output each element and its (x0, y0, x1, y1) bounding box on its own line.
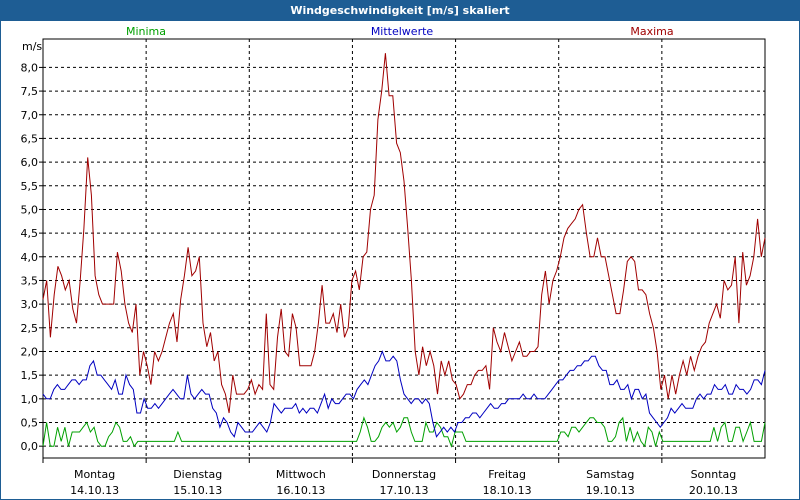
x-tick-weekday: Samstag (586, 468, 634, 481)
x-tick-date: 18.10.13 (483, 484, 532, 497)
y-tick-label: 5,0 (21, 203, 39, 216)
y-tick-label: 8,0 (21, 61, 39, 74)
y-tick-label: 1,0 (21, 393, 39, 406)
y-tick-label: 4,0 (21, 251, 39, 264)
plot-area-border (42, 38, 766, 459)
x-tick-weekday: Montag (74, 468, 115, 481)
y-tick-label: 4,5 (21, 227, 39, 240)
x-tick-weekday: Freitag (488, 468, 526, 481)
x-axis: Montag 14.10.13 Dienstag 15.10.13 Mittwoch 16… (42, 458, 738, 497)
x-tick-weekday: Donnerstag (372, 468, 436, 481)
y-tick-label: 6,0 (21, 156, 39, 169)
legend-entry: Maxima (630, 25, 673, 38)
y-tick-label: 6,5 (21, 132, 39, 145)
series-line (42, 53, 766, 414)
series-lines (42, 53, 766, 448)
x-tick-weekday: Sonntag (691, 468, 737, 481)
y-tick-label: 7,5 (21, 85, 39, 98)
x-tick-date: 20.10.13 (689, 484, 738, 497)
y-tick-label: 0,5 (21, 416, 39, 429)
y-axis-label: m/s (22, 40, 42, 53)
series-line (42, 416, 766, 448)
x-tick-date: 17.10.13 (380, 484, 429, 497)
legend-entry: Mittelwerte (371, 25, 434, 38)
series-line (42, 350, 766, 438)
grid-lines (43, 39, 765, 458)
y-tick-label: 3,5 (21, 274, 39, 287)
y-tick-label: 3,0 (21, 298, 39, 311)
y-tick-label: 2,5 (21, 322, 39, 335)
x-tick-weekday: Dienstag (173, 468, 222, 481)
x-tick-date: 15.10.13 (173, 484, 222, 497)
y-tick-label: 7,0 (21, 109, 39, 122)
y-tick-label: 2,0 (21, 345, 39, 358)
window-title: Windgeschwindigkeit [m/s] skaliert (1, 1, 799, 21)
y-tick-label: 5,5 (21, 180, 39, 193)
y-tick-label: 0,0 (21, 440, 39, 453)
y-tick-label: 1,5 (21, 369, 39, 382)
y-axis: m/s 0,0 0,5 1,0 1,5 2,0 2,5 3,0 3,5 4,0 4,5 5,0 5,5… (21, 40, 43, 453)
legend: Minima Mittelwerte Maxima (126, 25, 674, 38)
legend-entry: Minima (126, 25, 166, 38)
x-tick-date: 14.10.13 (70, 484, 119, 497)
x-tick-date: 19.10.13 (586, 484, 635, 497)
x-tick-date: 16.10.13 (276, 484, 325, 497)
x-tick-weekday: Mittwoch (276, 468, 326, 481)
